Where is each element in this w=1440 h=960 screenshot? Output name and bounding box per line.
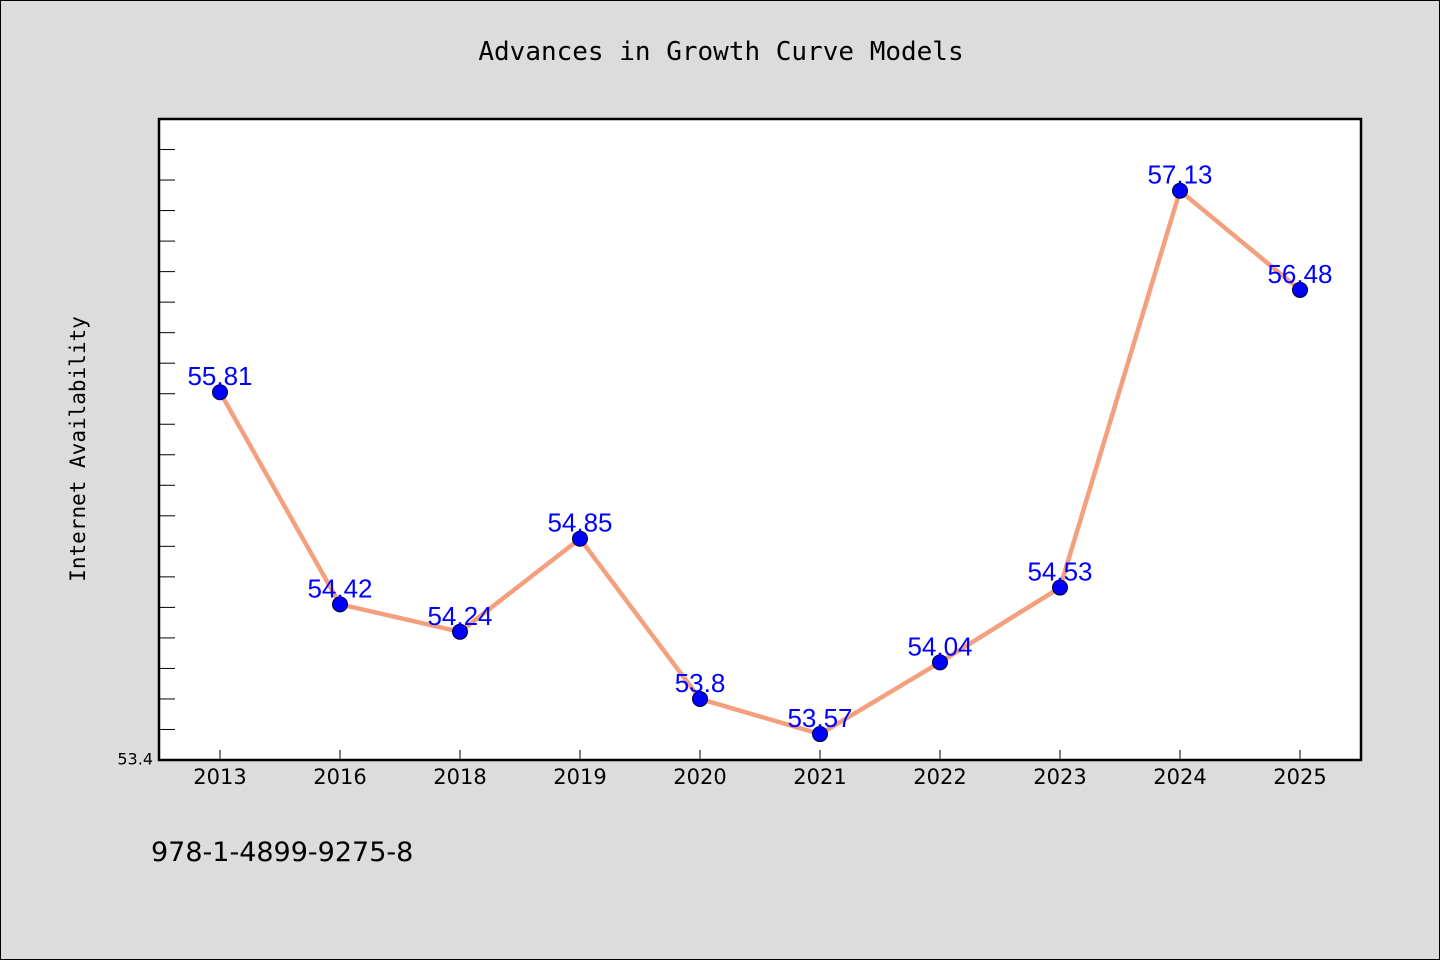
y-axis-ticks: 53.4	[117, 149, 175, 769]
data-point	[1172, 182, 1188, 199]
x-tick-label: 2023	[1033, 765, 1086, 789]
data-point	[572, 530, 588, 547]
series-line	[217, 188, 1303, 737]
data-label: 53.8	[675, 668, 726, 698]
data-point	[932, 654, 948, 671]
x-tick-label: 2020	[673, 765, 726, 789]
data-point	[1292, 281, 1308, 298]
y-tick-label: 53.4	[117, 750, 153, 769]
data-label: 57.13	[1147, 160, 1212, 190]
data-labels: 55.81 54.42 54.24 54.85 53.8 53.57 54.04 54.53 5…	[187, 160, 1332, 733]
data-label: 56.48	[1267, 259, 1332, 289]
chart-title: Advances in Growth Curve Models	[478, 37, 964, 67]
x-tick-label: 2024	[1153, 765, 1206, 789]
data-point	[812, 726, 828, 743]
x-tick-label: 2013	[193, 765, 246, 789]
data-point	[692, 690, 708, 707]
x-tick-label: 2019	[553, 765, 606, 789]
x-tick-label: 2018	[433, 765, 486, 789]
data-label: 55.81	[187, 361, 252, 391]
series-line-group	[217, 188, 1303, 737]
x-tick-label: 2016	[313, 765, 366, 789]
data-points	[212, 182, 1308, 743]
data-point	[452, 623, 468, 640]
data-point	[212, 384, 228, 401]
data-point	[1052, 579, 1068, 596]
data-label: 53.57	[787, 703, 852, 733]
data-label: 54.04	[907, 631, 972, 661]
x-tick-label: 2022	[913, 765, 966, 789]
x-axis-ticks: 2013 2016 2018 2019 2020 2021 2022 2023 2024 2025	[193, 750, 1327, 789]
data-label: 54.24	[427, 601, 492, 631]
data-point	[332, 596, 348, 613]
isbn-text: 978-1-4899-9275-8	[151, 837, 414, 868]
data-label: 54.42	[307, 573, 372, 603]
plot-area	[157, 117, 1363, 762]
data-label: 54.53	[1027, 557, 1092, 587]
data-label: 54.85	[547, 508, 612, 538]
x-tick-label: 2025	[1273, 765, 1326, 789]
x-tick-label: 2021	[793, 765, 846, 789]
